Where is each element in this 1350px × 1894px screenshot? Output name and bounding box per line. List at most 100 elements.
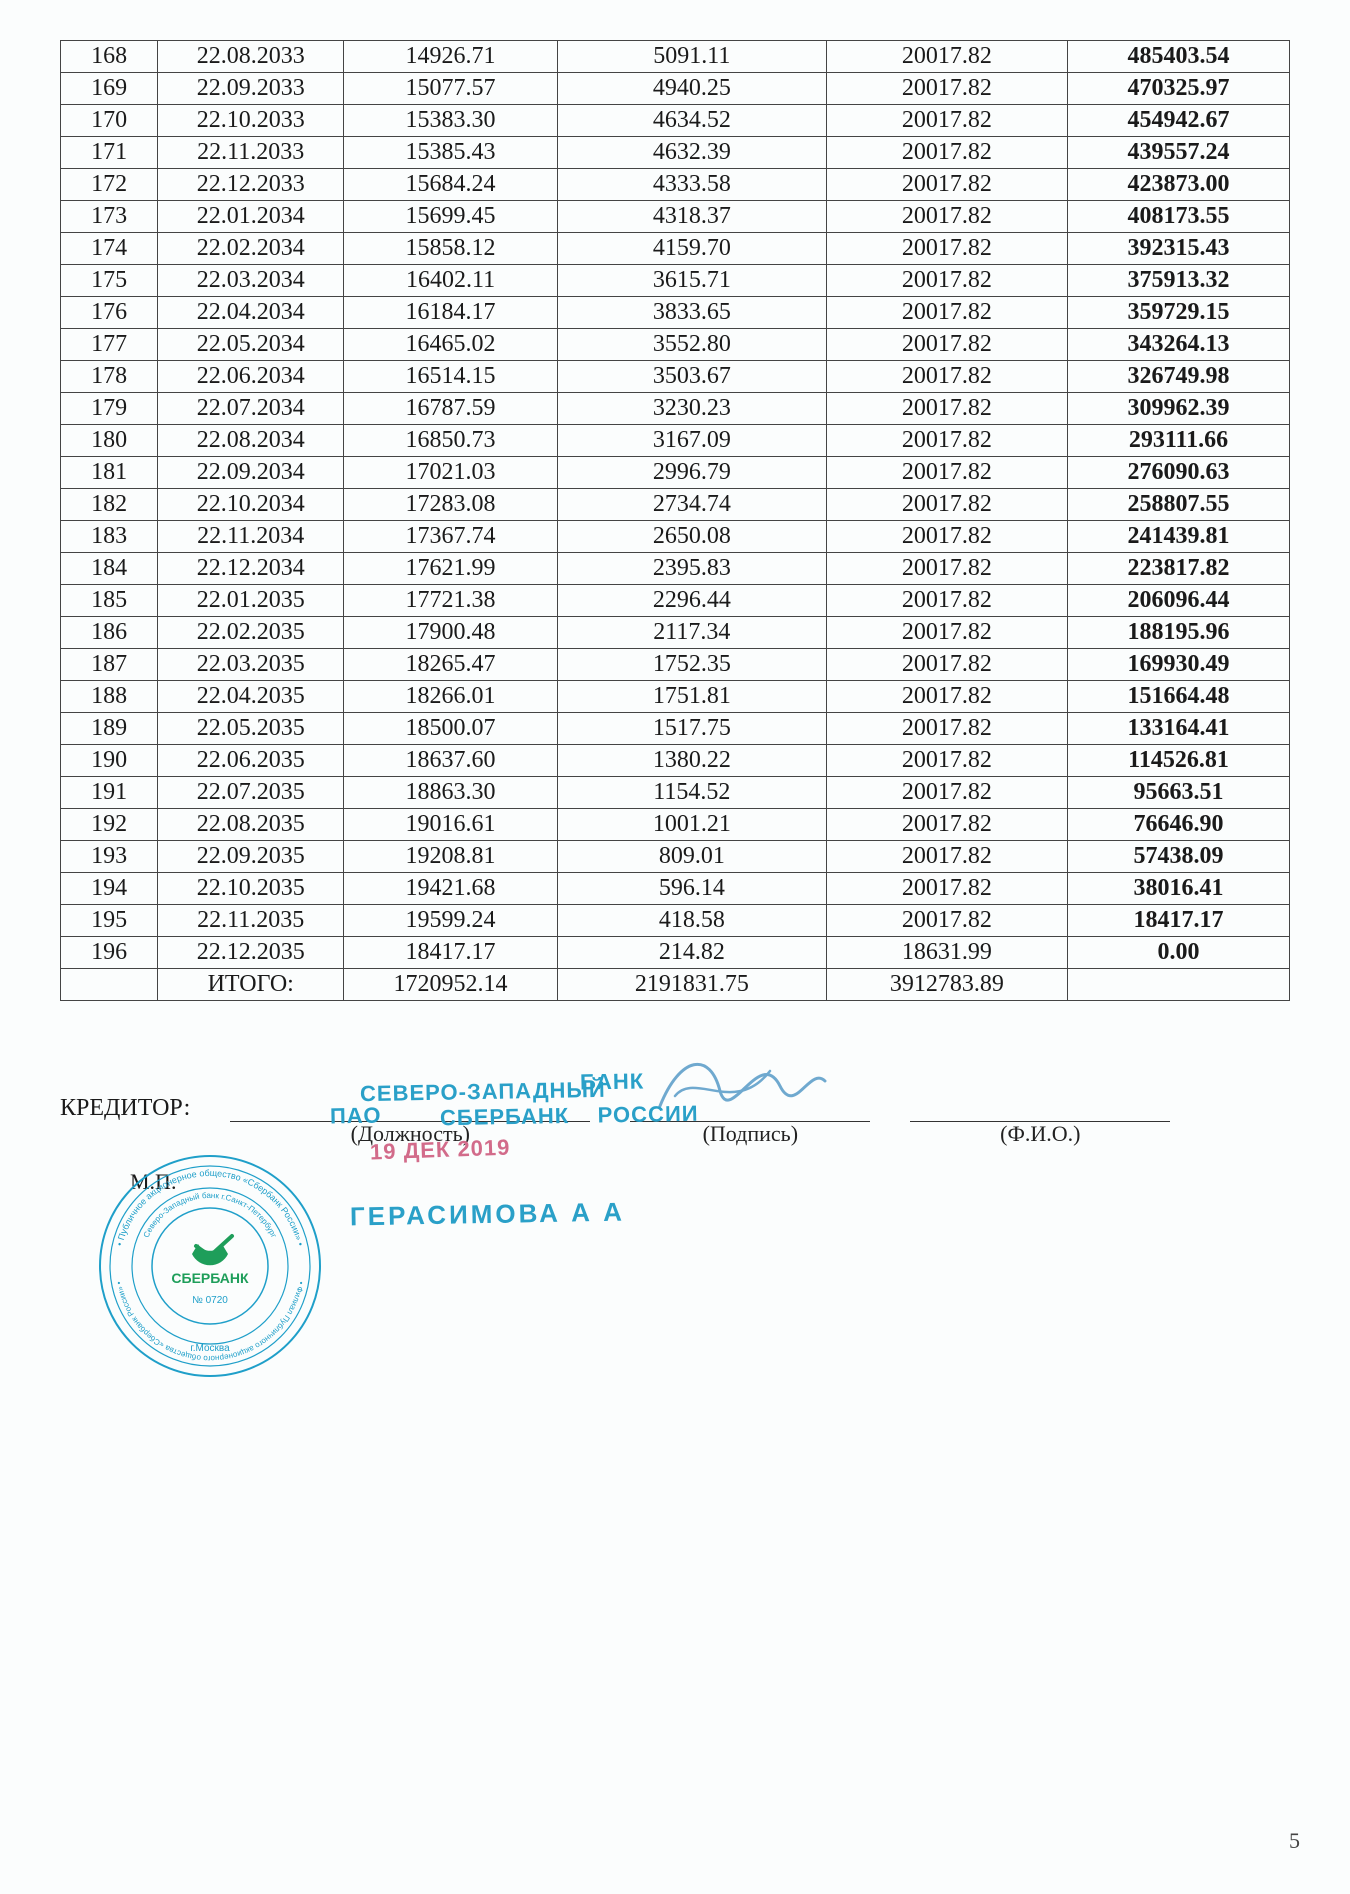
table-cell: 3230.23 (557, 393, 826, 425)
table-cell: 20017.82 (826, 425, 1067, 457)
table-cell: 22.03.2035 (158, 649, 344, 681)
table-cell: 15077.57 (344, 73, 558, 105)
table-cell: 189 (61, 713, 158, 745)
table-cell: 20017.82 (826, 73, 1067, 105)
table-cell: 20017.82 (826, 649, 1067, 681)
table-row: 18722.03.203518265.471752.3520017.821699… (61, 649, 1290, 681)
table-cell: 20017.82 (826, 489, 1067, 521)
table-cell: 3167.09 (557, 425, 826, 457)
table-cell: 258807.55 (1068, 489, 1290, 521)
table-cell: 76646.90 (1068, 809, 1290, 841)
table-cell: 18500.07 (344, 713, 558, 745)
table-row: 19022.06.203518637.601380.2220017.821145… (61, 745, 1290, 777)
table-cell: 188195.96 (1068, 617, 1290, 649)
table-cell: 16787.59 (344, 393, 558, 425)
table-cell: 16850.73 (344, 425, 558, 457)
table-cell: 3503.67 (557, 361, 826, 393)
table-cell: 15858.12 (344, 233, 558, 265)
table-cell: 22.06.2035 (158, 745, 344, 777)
table-total-cell (61, 969, 158, 1001)
table-cell: 20017.82 (826, 713, 1067, 745)
table-cell: 22.04.2034 (158, 297, 344, 329)
table-cell: 22.10.2035 (158, 873, 344, 905)
table-cell: 38016.41 (1068, 873, 1290, 905)
table-cell: 22.10.2034 (158, 489, 344, 521)
table-cell: 408173.55 (1068, 201, 1290, 233)
table-cell: 190 (61, 745, 158, 777)
table-cell: 22.01.2035 (158, 585, 344, 617)
table-cell: 241439.81 (1068, 521, 1290, 553)
fio-slot: (Ф.И.О.) (910, 1091, 1170, 1122)
table-cell: 20017.82 (826, 905, 1067, 937)
table-total-cell: 1720952.14 (344, 969, 558, 1001)
table-total-row: ИТОГО:1720952.142191831.753912783.89 (61, 969, 1290, 1001)
table-row: 16922.09.203315077.574940.2520017.824703… (61, 73, 1290, 105)
table-row: 19522.11.203519599.24418.5820017.8218417… (61, 905, 1290, 937)
table-cell: 4318.37 (557, 201, 826, 233)
stamp-name: ГЕРАСИМОВА А А (350, 1197, 625, 1233)
svg-text:Северо-Западный банк г.Санкт-П: Северо-Западный банк г.Санкт-Петербург (142, 1191, 279, 1239)
table-cell: 176 (61, 297, 158, 329)
table-cell: 22.11.2033 (158, 137, 344, 169)
table-cell: 177 (61, 329, 158, 361)
table-row: 17422.02.203415858.124159.7020017.823923… (61, 233, 1290, 265)
table-cell: 2650.08 (557, 521, 826, 553)
table-cell: 5091.11 (557, 41, 826, 73)
table-cell: 0.00 (1068, 937, 1290, 969)
table-cell: 3552.80 (557, 329, 826, 361)
table-cell: 169 (61, 73, 158, 105)
table-cell: 196 (61, 937, 158, 969)
table-cell: 15383.30 (344, 105, 558, 137)
table-row: 19422.10.203519421.68596.1420017.8238016… (61, 873, 1290, 905)
table-cell: 22.07.2035 (158, 777, 344, 809)
table-cell: 20017.82 (826, 393, 1067, 425)
table-body: 16822.08.203314926.715091.1120017.824854… (61, 41, 1290, 1001)
table-row: 18922.05.203518500.071517.7520017.821331… (61, 713, 1290, 745)
table-cell: 20017.82 (826, 297, 1067, 329)
table-cell: 95663.51 (1068, 777, 1290, 809)
seal-mid-text: Северо-Западный банк г.Санкт-Петербург (142, 1191, 279, 1239)
table-cell: 20017.82 (826, 169, 1067, 201)
table-cell: 195 (61, 905, 158, 937)
table-cell: 470325.97 (1068, 73, 1290, 105)
table-total-cell: ИТОГО: (158, 969, 344, 1001)
table-cell: 20017.82 (826, 265, 1067, 297)
table-cell: 418.58 (557, 905, 826, 937)
table-cell: 181 (61, 457, 158, 489)
table-cell: 22.02.2034 (158, 233, 344, 265)
table-cell: 18631.99 (826, 937, 1067, 969)
seal-center-top: СБЕРБАНК (171, 1270, 249, 1286)
table-cell: 22.08.2034 (158, 425, 344, 457)
table-cell: 596.14 (557, 873, 826, 905)
table-cell: 22.05.2034 (158, 329, 344, 361)
table-cell: 17021.03 (344, 457, 558, 489)
table-row: 18122.09.203417021.032996.7920017.822760… (61, 457, 1290, 489)
table-cell: 133164.41 (1068, 713, 1290, 745)
table-cell: 151664.48 (1068, 681, 1290, 713)
table-cell: 18863.30 (344, 777, 558, 809)
table-cell: 206096.44 (1068, 585, 1290, 617)
table-cell: 17283.08 (344, 489, 558, 521)
table-cell: 188 (61, 681, 158, 713)
table-row: 19122.07.203518863.301154.5220017.829566… (61, 777, 1290, 809)
table-cell: 18637.60 (344, 745, 558, 777)
table-cell: 16402.11 (344, 265, 558, 297)
table-cell: 16514.15 (344, 361, 558, 393)
table-cell: 276090.63 (1068, 457, 1290, 489)
position-caption: (Должность) (351, 1121, 470, 1147)
table-cell: 375913.32 (1068, 265, 1290, 297)
table-row: 17922.07.203416787.593230.2320017.823099… (61, 393, 1290, 425)
table-cell: 1752.35 (557, 649, 826, 681)
table-cell: 22.10.2033 (158, 105, 344, 137)
table-cell: 175 (61, 265, 158, 297)
table-row: 19322.09.203519208.81809.0120017.8257438… (61, 841, 1290, 873)
table-cell: 22.08.2035 (158, 809, 344, 841)
table-cell: 454942.67 (1068, 105, 1290, 137)
table-row: 17122.11.203315385.434632.3920017.824395… (61, 137, 1290, 169)
table-cell: 809.01 (557, 841, 826, 873)
table-cell: 15385.43 (344, 137, 558, 169)
table-cell: 20017.82 (826, 553, 1067, 585)
table-cell: 20017.82 (826, 457, 1067, 489)
signature-slot: (Подпись) (630, 1091, 870, 1122)
table-cell: 2996.79 (557, 457, 826, 489)
